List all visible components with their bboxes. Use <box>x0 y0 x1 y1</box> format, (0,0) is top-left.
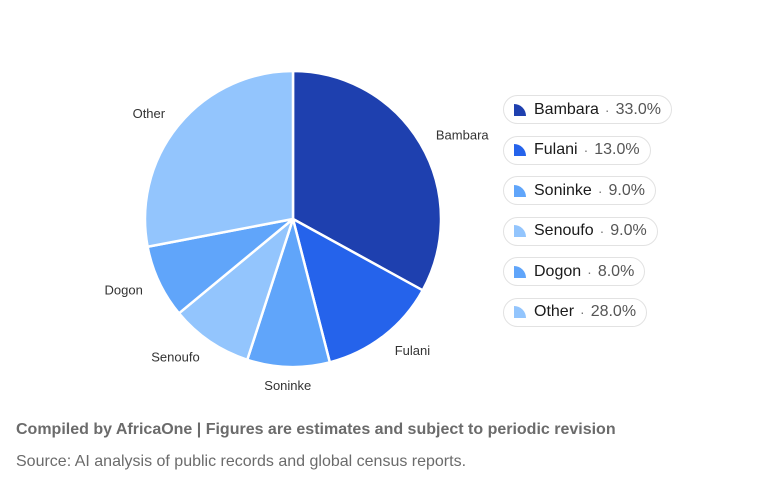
slice-label-soninke: Soninke <box>264 378 311 393</box>
legend-swatch-icon <box>514 103 526 116</box>
slice-label-senoufo: Senoufo <box>151 349 199 364</box>
legend-value: 28.0% <box>590 303 637 321</box>
legend-item-bambara: Bambara · 33.0% <box>503 95 672 124</box>
pie-slice-senoufo <box>177 217 295 362</box>
legend-item-dogon: Dogon · 8.0% <box>503 257 646 287</box>
legend-swatch-icon <box>514 144 526 157</box>
slice-label-fulani: Fulani <box>395 343 431 358</box>
legend-swatch-icon <box>514 184 526 197</box>
legend-label: Soninke <box>534 181 592 199</box>
legend-separator: · <box>580 304 585 321</box>
legend-separator: · <box>599 223 605 240</box>
slice-label-dogon: Dogon <box>104 283 142 298</box>
footer-source-note: Source: AI analysis of public records an… <box>16 453 467 470</box>
legend-value: 8.0% <box>597 262 635 280</box>
pie-slice-fulani <box>291 217 424 364</box>
legend-value: 9.0% <box>610 222 647 240</box>
legend-label: Senoufo <box>534 222 594 240</box>
footer-compiled-note: Compiled by AfricaOne | Figures are esti… <box>16 421 616 438</box>
legend-item-fulani: Fulani · 13.0% <box>503 135 651 165</box>
legend-separator: · <box>604 101 610 118</box>
legend-label: Other <box>534 303 575 321</box>
legend-swatch-icon <box>514 306 526 319</box>
legend-item-soninke: Soninke · 9.0% <box>503 176 656 206</box>
legend-value: 33.0% <box>615 100 661 118</box>
legend-swatch-icon <box>514 265 526 278</box>
pie-labels: Bambara Fulani Soninke Senoufo Dogon Other <box>104 106 489 393</box>
legend-value: 9.0% <box>608 181 645 199</box>
pie-slice-soninke <box>246 217 332 369</box>
legend-separator: · <box>587 263 592 280</box>
legend-value: 13.0% <box>594 141 640 159</box>
chart-legend: Bambara · 33.0% Fulani · 13.0% Soninke · 9.0% Sen… <box>503 95 672 339</box>
slice-label-other: Other <box>133 106 166 121</box>
pie-slice-other <box>143 69 295 248</box>
legend-item-other: Other · 28.0% <box>503 297 648 327</box>
legend-label: Bambara <box>534 100 599 118</box>
pie-slice-bambara <box>291 69 443 292</box>
legend-item-senoufo: Senoufo · 9.0% <box>503 216 658 246</box>
slice-label-bambara: Bambara <box>436 127 490 142</box>
legend-label: Fulani <box>534 141 578 159</box>
pie-slices <box>143 69 443 369</box>
legend-label: Dogon <box>534 262 582 280</box>
legend-separator: · <box>583 142 589 159</box>
legend-swatch-icon <box>514 225 526 238</box>
legend-separator: · <box>597 182 603 199</box>
